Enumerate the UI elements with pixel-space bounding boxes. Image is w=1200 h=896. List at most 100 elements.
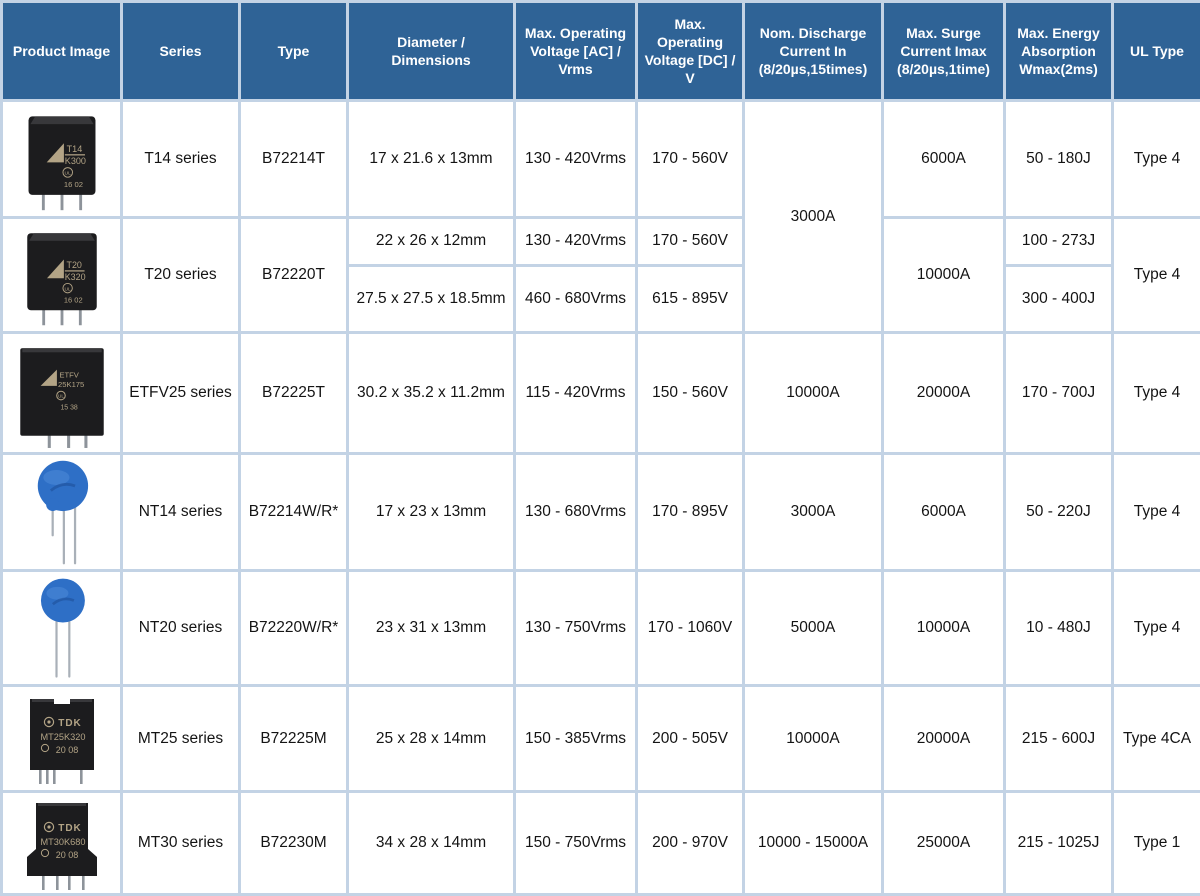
marking-line2: K300 — [64, 156, 85, 166]
nt14-product-image — [37, 460, 88, 565]
cell-discharge-current-merged: 3000A — [742, 99, 884, 334]
cell-surge-current: 20000A — [881, 684, 1006, 793]
cell-energy: 50 - 220J — [1003, 452, 1114, 572]
nt20-product-image-cell — [0, 569, 123, 687]
column-header-max-voltage-dc: Max. Operating Voltage [DC] / V — [635, 0, 745, 102]
cell-voltage-ac: 130 - 420Vrms — [513, 216, 638, 267]
nt14-product-image-cell — [0, 452, 123, 572]
cell-dimensions: 23 x 31 x 13mm — [346, 569, 516, 687]
mt30-product-image-cell: TDK MT30K680 20 08 — [0, 790, 123, 896]
cell-energy: 50 - 180J — [1003, 99, 1114, 219]
component-leads — [41, 875, 85, 890]
component-markings: T20 K320 UL 16 02 — [46, 259, 85, 305]
component-markings: TDK MT30K680 20 08 — [40, 821, 85, 860]
component-leads — [41, 308, 82, 326]
table-row-t20-variant1: T20 K320 UL 16 02 T20 series B72220T 22 … — [0, 216, 1200, 334]
cell-series: NT20 series — [120, 569, 241, 687]
component-leads — [38, 769, 83, 784]
tdk-flower-icon — [43, 821, 54, 833]
marking-line1: T14 — [66, 144, 82, 154]
cell-voltage-dc: 170 - 560V — [635, 216, 745, 267]
cell-ul-type: Type 4 — [1111, 99, 1200, 219]
table-row-mt25: TDK MT25K320 20 08 MT25 series B72225M 2… — [0, 684, 1200, 793]
cell-energy: 215 - 1025J — [1003, 790, 1114, 896]
marking-line2: MT25K320 — [40, 732, 85, 742]
marking-line2: K320 — [64, 272, 85, 282]
cell-ul-type: Type 1 — [1111, 790, 1200, 896]
cell-type: B72214W/R* — [238, 452, 349, 572]
cell-discharge-current: 3000A — [742, 452, 884, 572]
cell-surge-current: 6000A — [881, 99, 1006, 219]
disc-marking — [51, 597, 74, 606]
cell-voltage-ac: 150 - 385Vrms — [513, 684, 638, 793]
ul-mark-icon — [55, 390, 66, 401]
table-row-nt20: NT20 series B72220W/R* 23 x 31 x 13mm 13… — [0, 569, 1200, 687]
cell-ul-type: Type 4 — [1111, 452, 1200, 572]
cell-surge-current: 6000A — [881, 452, 1006, 572]
nt20-product-image — [40, 578, 85, 678]
cell-voltage-ac: 460 - 680Vrms — [513, 263, 638, 335]
column-header-max-energy-absorption: Max. Energy Absorption Wmax(2ms) — [1003, 0, 1114, 102]
cell-voltage-ac: 130 - 420Vrms — [513, 99, 638, 219]
column-header-max-surge-current: Max. Surge Current Imax (8/20µs,1time) — [881, 0, 1006, 102]
cell-voltage-dc: 170 - 560V — [635, 99, 745, 219]
cell-dimensions: 25 x 28 x 14mm — [346, 684, 516, 793]
component-leads — [51, 505, 76, 565]
cell-voltage-dc: 170 - 895V — [635, 452, 745, 572]
table-row-mt30: TDK MT30K680 20 08 MT30 series B72230M 3… — [0, 790, 1200, 896]
cell-dimensions: 17 x 23 x 13mm — [346, 452, 516, 572]
epcos-triangle-icon — [46, 143, 64, 163]
header-row: Product Image Series Type Diameter / Dim… — [0, 0, 1200, 102]
mt25-product-image-cell: TDK MT25K320 20 08 — [0, 684, 123, 793]
table-row-etfv25: ETFV 25K175 UL 15 38 ETFV25 series B7222… — [0, 331, 1200, 455]
cell-voltage-dc: 200 - 505V — [635, 684, 745, 793]
cell-voltage-dc: 150 - 560V — [635, 331, 745, 455]
cell-series: MT25 series — [120, 684, 241, 793]
marking-date-code: 20 08 — [55, 850, 78, 860]
cell-discharge-current: 10000A — [742, 331, 884, 455]
disc-marking — [49, 482, 76, 492]
cell-type: B72220T — [238, 216, 349, 334]
cell-series: T20 series — [120, 216, 241, 334]
ul-mark-icon — [61, 282, 73, 294]
cell-energy: 170 - 700J — [1003, 331, 1114, 455]
column-header-type: Type — [238, 0, 349, 102]
cell-series: MT30 series — [120, 790, 241, 896]
cell-series: NT14 series — [120, 452, 241, 572]
cell-energy: 300 - 400J — [1003, 263, 1114, 335]
t20-product-image: T20 K320 UL 16 02 — [26, 233, 97, 326]
mt25-product-image: TDK MT25K320 20 08 — [29, 699, 94, 784]
cell-voltage-ac: 150 - 750Vrms — [513, 790, 638, 896]
marking-line1: ETFV — [59, 371, 79, 380]
cell-type: B72220W/R* — [238, 569, 349, 687]
t14-product-image: T14 K300 UL 16 02 — [28, 116, 95, 211]
column-header-ul-type: UL Type — [1111, 0, 1200, 102]
cell-voltage-ac: 130 - 680Vrms — [513, 452, 638, 572]
cell-energy: 10 - 480J — [1003, 569, 1114, 687]
cell-energy: 100 - 273J — [1003, 216, 1114, 267]
cell-ul-type: Type 4CA — [1111, 684, 1200, 793]
component-markings: TDK MT25K320 20 08 — [40, 716, 85, 755]
cell-ul-type: Type 4 — [1111, 216, 1200, 334]
component-leads — [54, 620, 70, 678]
table-row-t14: T14 K300 UL 16 02 T14 series B72214T 17 … — [0, 99, 1200, 334]
cell-surge-current: 20000A — [881, 331, 1006, 455]
svg-text:UL: UL — [64, 171, 71, 177]
brand-label: TDK — [58, 718, 82, 729]
cell-dimensions: 17 x 21.6 x 13mm — [346, 99, 516, 219]
cell-voltage-dc: 200 - 970V — [635, 790, 745, 896]
etfv25-product-image-cell: ETFV 25K175 UL 15 38 — [0, 331, 123, 455]
cell-series: ETFV25 series — [120, 331, 241, 455]
cell-dimensions: 30.2 x 35.2 x 11.2mm — [346, 331, 516, 455]
cell-discharge-current: 10000A — [742, 684, 884, 793]
table-row-nt14: NT14 series B72214W/R* 17 x 23 x 13mm 13… — [0, 452, 1200, 572]
cell-voltage-dc: 615 - 895V — [635, 263, 745, 335]
t20-product-image-cell: T20 K320 UL 16 02 — [0, 216, 123, 334]
marking-line1: T20 — [66, 260, 81, 270]
cell-discharge-current: 10000 - 15000A — [742, 790, 884, 896]
cell-discharge-current: 5000A — [742, 569, 884, 687]
svg-text:UL: UL — [64, 286, 71, 292]
cell-surge-current: 25000A — [881, 790, 1006, 896]
